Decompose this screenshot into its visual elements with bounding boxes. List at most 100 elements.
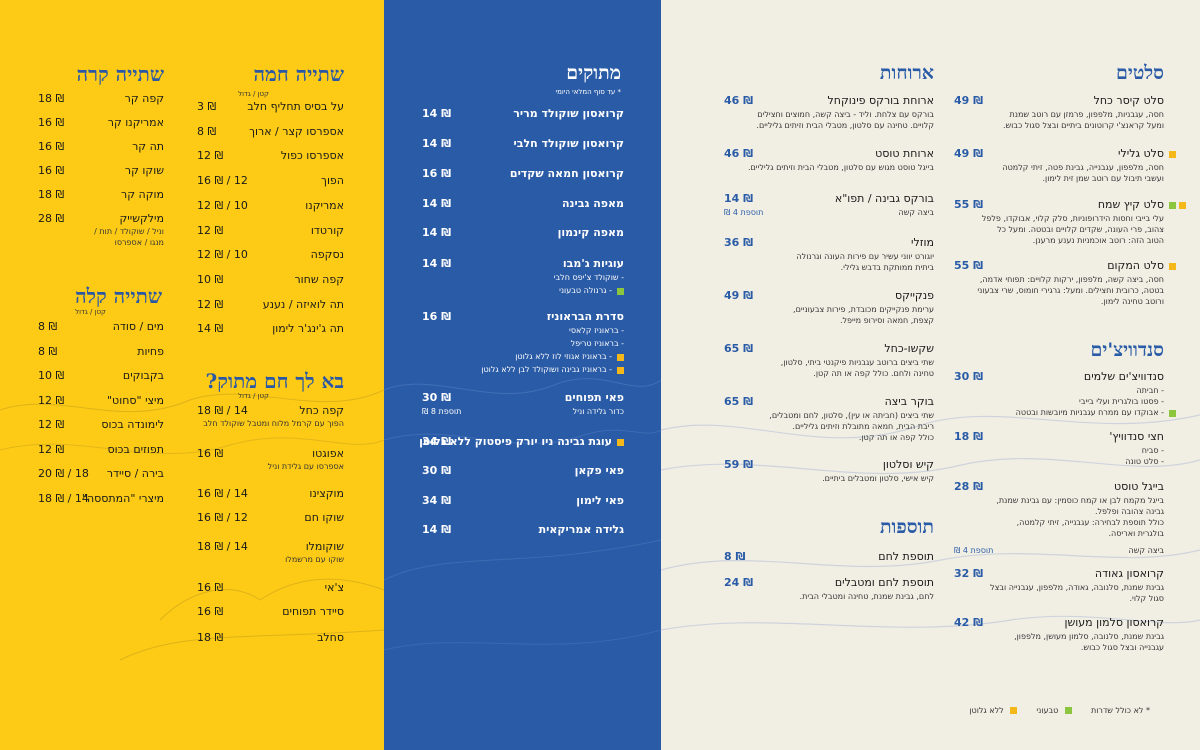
- item-name: מוקה קר: [121, 188, 164, 201]
- item-variant: - חביתה: [1136, 386, 1164, 395]
- item-variant: - אבוקדו עם ממרח עגבניות מיובשות ובטטה: [1015, 408, 1164, 417]
- item-name: סדרת הבראוניז: [546, 310, 624, 323]
- item-name: קפה קר: [124, 92, 164, 105]
- item-extra: תוספת 4 ₪: [954, 546, 994, 555]
- item-name: קיש וסלטון: [882, 458, 934, 471]
- desserts-note: * עד סוף המלאי היומי: [555, 88, 621, 96]
- item-name: תה קר: [132, 140, 164, 153]
- item-name: ארוחת בורקס פינוקחל: [827, 94, 934, 107]
- item-price: 16 ₪: [422, 310, 452, 323]
- item-name: אמריקנו: [305, 198, 344, 212]
- item-description: גבינת שמנת, סלנובה, סלמון מעושן, מלפפון,: [1014, 632, 1164, 641]
- item-name: קפה כחל: [299, 404, 344, 417]
- item-description: ביצה קשה: [898, 208, 935, 217]
- item-name: מיצי "סחוט": [107, 393, 164, 407]
- item-name: שקשו-כחל: [884, 342, 934, 355]
- item-name: מים / סודה: [112, 320, 164, 333]
- item-name: סלט קיץ שמח: [1097, 198, 1164, 211]
- item-description: ומעל קראנצ'י קרוטונים ביתיים ובצל סגול כ…: [1002, 121, 1164, 130]
- hot-size-header: קטן / גדול: [238, 90, 269, 98]
- item-name: אספרסו קצר / ארוך: [249, 124, 344, 138]
- menu-item: מילקשייק 28 ₪ וניל / שוקולד / תות / מנגו / …: [38, 212, 164, 247]
- item-description: טחינה ולחם. כולל קפה או תה קטן.: [813, 369, 934, 378]
- item-price: 49 ₪: [954, 147, 984, 160]
- menu-item: מוקה קר 18 ₪: [38, 188, 164, 204]
- item-price: 12 ₪ / 10: [197, 198, 248, 212]
- item-price: 42 ₪: [954, 616, 984, 629]
- cold-drinks-title: שתייה קרה: [76, 62, 164, 86]
- item-description: ריבת הבית, חמאה מתובלת וזיתים גליליים.: [792, 422, 934, 431]
- item-price: 12 ₪: [38, 393, 65, 407]
- item-name: תוספת לחם ומטבלים: [834, 576, 934, 589]
- item-price: 12 ₪: [38, 442, 65, 456]
- item-name: שוקו חם: [304, 511, 344, 524]
- menu-item: נסקפה 12 ₪ / 10: [197, 248, 344, 264]
- item-description: בולגרית ואריסה.: [1108, 529, 1164, 538]
- dessert-item: קרואסון חמאה שקדים 16 ₪: [414, 167, 624, 183]
- menu-item: בוקר ביצה 65 ₪ שתי ביצים (חביתה או עין), ס…: [724, 395, 934, 442]
- item-description: עלי בייבי וחסות הידרופוניות, סלק קלוי, א…: [981, 214, 1164, 223]
- item-description: ביתית ממותקת בדבש גלילי.: [840, 263, 934, 272]
- item-description: אספרסו עם גלידת וניל: [267, 462, 344, 471]
- item-name: קרואסון שוקולד מריר: [513, 107, 624, 120]
- item-price: 18 ₪: [197, 631, 224, 644]
- menu-item: שקשו-כחל 65 ₪ שתי ביצים ברוטב עגבניות פיקנ…: [724, 342, 934, 378]
- menu-item: אמריקנו 12 ₪ / 10: [197, 199, 344, 215]
- menu-item: סיידר תפוחים 16 ₪: [197, 605, 344, 621]
- item-price: 14 ₪: [197, 322, 224, 336]
- item-description: כולל תוספת לבחירה: עגבנייה, זיתי קלמטה,: [1016, 518, 1164, 527]
- menu-item: קרואסון סלמון מעושן 42 ₪ גבינת שמנת, סלנוב…: [954, 616, 1164, 652]
- item-price: 34 ₪: [422, 435, 452, 448]
- gluten-free-icon: [617, 354, 624, 361]
- menu-item: על בסיס תחליף חלב 3 ₪: [197, 100, 344, 116]
- item-price: 16 ₪: [38, 164, 65, 177]
- item-name: מאפה קינמון: [557, 226, 624, 239]
- item-description: ועשבי תיבול עם רוטב שמן זית לימון.: [1042, 174, 1164, 183]
- dessert-item: עוגיות ג'מבו 14 ₪ - שוקולד צ'יפס חלבי - גרנ…: [414, 257, 624, 295]
- item-name: בקבוקים: [122, 369, 164, 382]
- item-name: סחלב: [317, 631, 344, 644]
- item-price: 16 ₪: [197, 605, 224, 618]
- item-name: סנדוויצ'ים שלמים: [1083, 370, 1164, 383]
- item-name: פאי לימון: [576, 494, 624, 507]
- menu-item: שוקו חם 16 ₪ / 12: [197, 511, 344, 527]
- item-price: 8 ₪: [724, 550, 746, 563]
- landscape-sketch: [384, 378, 661, 651]
- menu-item: פנקייקס 49 ₪ ערימת פנקייקים מכובדת, פירות …: [724, 289, 934, 325]
- item-price: 24 ₪: [724, 576, 754, 589]
- menu-item: מוזלי 36 ₪ יוגורט יווני עשיר עם פירות העונ…: [724, 236, 934, 272]
- legend: * לא כולל שדרות טבעוני ללא גלוטן: [969, 706, 1150, 715]
- item-name: נסקפה: [310, 248, 344, 262]
- sandwiches-title: סנדוויצ'ים: [1090, 339, 1164, 361]
- drinks-panel: שתייה קרה קפה קר 18 ₪ אמריקנו קר 16 ₪ תה קר 1…: [0, 0, 384, 750]
- menu-item: תוספת לחם 8 ₪: [724, 550, 934, 566]
- dessert-item: מאפה קינמון 14 ₪: [414, 226, 624, 242]
- item-variant: - בראוניז טריפל: [570, 339, 624, 348]
- item-name: אספרסו כפול: [280, 149, 344, 163]
- item-description: לחם, גבינת שמנת, טחינה ומטבלי הבית.: [799, 592, 934, 601]
- hot-drinks-title: שתייה חמה: [253, 62, 344, 86]
- gluten-free-icon: [1169, 151, 1176, 158]
- salads-title: סלטים: [1115, 62, 1164, 84]
- item-name: קפה שחור: [294, 272, 344, 286]
- item-price: 18 ₪ / 14: [197, 404, 248, 417]
- item-price: 28 ₪: [38, 212, 65, 225]
- item-extra: תוספת 4 ₪: [724, 208, 764, 217]
- item-description: עגבנייה ובצל סגול כבוש.: [1080, 643, 1164, 652]
- item-price: 16 ₪: [38, 116, 65, 129]
- menu-item: קפה שחור 10 ₪: [197, 273, 344, 289]
- item-name: תה לואיזה / נענע: [262, 297, 344, 311]
- item-price: 16 ₪: [38, 140, 65, 153]
- dessert-item: עוגת גבינה ניו יורק פיסטוק ללא גלוטן 34 ₪: [414, 435, 624, 451]
- gluten-free-icon: [617, 367, 624, 374]
- item-price: 16 ₪: [197, 447, 224, 460]
- legend-vegan: טבעוני: [1036, 706, 1059, 715]
- item-description: קלויים. טחינה עם סלטון, מטבלי הבית וזיתי…: [756, 121, 934, 130]
- item-description: ורוטב טחינה לימון.: [1100, 297, 1164, 306]
- item-price: 14 ₪: [422, 137, 452, 150]
- dessert-item: קרואסון שוקולד חלבי 14 ₪: [414, 137, 624, 153]
- item-price: 8 ₪: [38, 320, 58, 333]
- item-price: 8 ₪: [197, 124, 217, 138]
- menu-item: תה ג'ינג'ר לימון 14 ₪: [197, 322, 344, 338]
- item-description: חסה, מלפפון, עגבנייה, גבינת פטה, זיתי קל…: [1002, 163, 1164, 172]
